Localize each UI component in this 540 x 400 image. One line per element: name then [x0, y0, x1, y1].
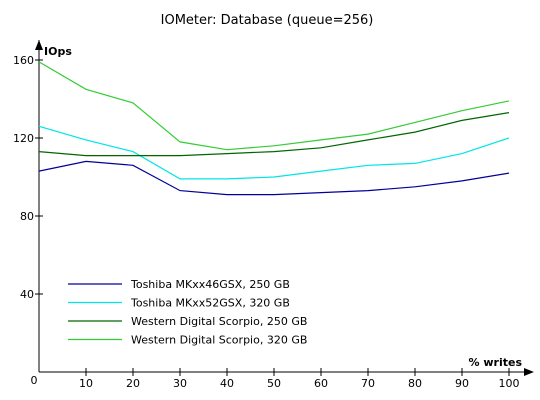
- legend-label: Western Digital Scorpio, 250 GB: [131, 315, 307, 328]
- legend: Toshiba MKxx46GSX, 250 GB Toshiba MKxx52G…: [68, 278, 307, 347]
- y-tick-label: 40: [20, 288, 34, 301]
- x-tick-label: 40: [220, 377, 234, 390]
- series-line-2: [38, 125, 510, 180]
- x-tick-label: 30: [173, 377, 187, 390]
- series-line-3: [38, 112, 510, 157]
- x-tick-label-origin: 0: [31, 374, 38, 387]
- series-line-4: [38, 61, 510, 151]
- x-tick-label: 100: [499, 377, 520, 390]
- legend-label: Western Digital Scorpio, 320 GB: [131, 334, 307, 347]
- y-tick-label: 160: [13, 54, 34, 67]
- y-ticks: 40 80 120 160: [13, 54, 43, 301]
- series-line-1: [38, 160, 510, 196]
- y-tick-label: 80: [20, 210, 34, 223]
- x-tick-label: 20: [126, 377, 140, 390]
- x-tick-label: 70: [361, 377, 375, 390]
- x-axis-arrow-icon: [524, 368, 534, 376]
- x-axis-label: % writes: [469, 356, 523, 369]
- x-tick-label: 80: [408, 377, 422, 390]
- y-axis-label: IOps: [44, 45, 72, 58]
- axes: 0 IOps % writes: [31, 40, 534, 387]
- legend-label: Toshiba MKxx46GSX, 250 GB: [130, 278, 290, 291]
- x-tick-label: 10: [79, 377, 93, 390]
- x-tick-label: 90: [455, 377, 469, 390]
- x-ticks: 10 20 30 40 50 60 70 80 90 100: [79, 368, 520, 390]
- chart-title: IOMeter: Database (queue=256): [161, 13, 374, 28]
- x-tick-label: 50: [267, 377, 281, 390]
- legend-label: Toshiba MKxx52GSX, 320 GB: [130, 297, 290, 310]
- series-lines: [38, 61, 510, 196]
- y-tick-label: 120: [13, 132, 34, 145]
- x-tick-label: 60: [314, 377, 328, 390]
- y-axis-arrow-icon: [35, 40, 43, 50]
